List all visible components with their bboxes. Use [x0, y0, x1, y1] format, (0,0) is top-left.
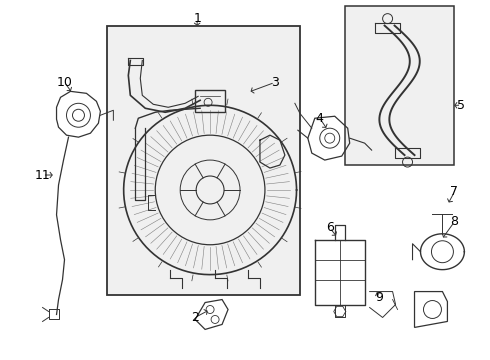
Text: 4: 4: [316, 112, 324, 125]
Text: 9: 9: [376, 291, 384, 304]
Text: 3: 3: [271, 76, 279, 89]
Bar: [195, 90, 225, 112]
Text: 11: 11: [35, 168, 50, 181]
Text: 10: 10: [56, 76, 73, 89]
Text: 1: 1: [193, 12, 201, 25]
Text: 8: 8: [450, 215, 459, 228]
Text: 7: 7: [450, 185, 459, 198]
Text: 2: 2: [191, 311, 199, 324]
Bar: [107, 26, 300, 294]
Text: 5: 5: [457, 99, 465, 112]
Text: 6: 6: [326, 221, 334, 234]
Bar: [345, 6, 454, 165]
